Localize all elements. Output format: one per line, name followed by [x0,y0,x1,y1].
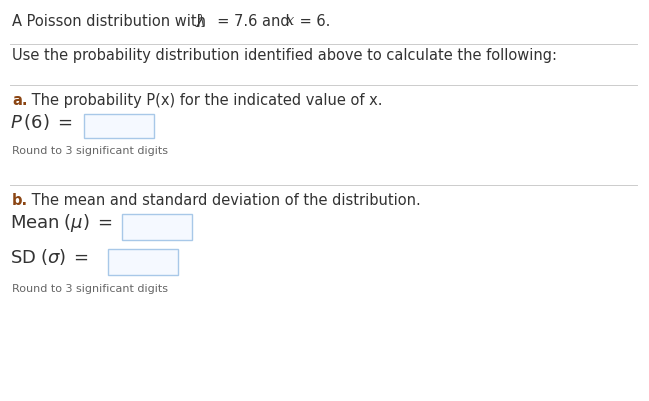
Text: x: x [286,14,294,28]
Text: The probability P(x) for the indicated value of x.: The probability P(x) for the indicated v… [27,93,382,108]
Text: A Poisson distribution with: A Poisson distribution with [12,14,215,29]
Text: $P\,(6)\;=$: $P\,(6)\;=$ [10,112,73,132]
Text: Use the probability distribution identified above to calculate the following:: Use the probability distribution identif… [12,48,557,63]
Text: a.: a. [12,93,27,108]
Text: $\mathrm{Mean}\;(\mu)\;=$: $\mathrm{Mean}\;(\mu)\;=$ [10,212,113,234]
Text: Round to 3 significant digits: Round to 3 significant digits [12,146,168,156]
Text: $\mathrm{SD}\;(\sigma)\;=$: $\mathrm{SD}\;(\sigma)\;=$ [10,247,89,267]
FancyBboxPatch shape [108,249,178,275]
Text: Round to 3 significant digits: Round to 3 significant digits [12,284,168,294]
Text: = 7.6 and: = 7.6 and [208,14,294,29]
FancyBboxPatch shape [122,214,192,240]
FancyBboxPatch shape [84,114,154,138]
Text: λ: λ [196,14,206,31]
Text: The mean and standard deviation of the distribution.: The mean and standard deviation of the d… [27,193,421,208]
Text: = 6.: = 6. [295,14,330,29]
Text: b.: b. [12,193,28,208]
